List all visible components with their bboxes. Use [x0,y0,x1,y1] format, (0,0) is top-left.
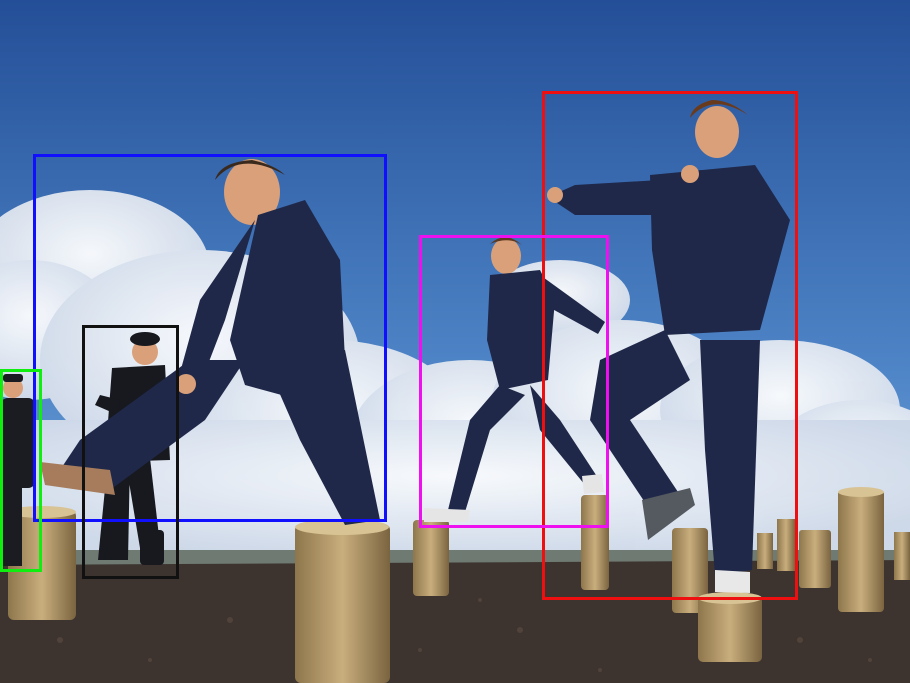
bbox-edge-person [0,369,42,572]
wooden-posts [8,487,910,683]
large-man [40,159,380,525]
bbox-large-man [33,154,387,522]
edge-person [0,374,36,566]
bbox-middle-man [419,235,609,528]
middle-man [424,237,605,522]
woman [547,100,790,593]
bbox-officer [82,325,179,579]
bbox-woman [542,91,798,600]
ground-texture [57,598,872,672]
